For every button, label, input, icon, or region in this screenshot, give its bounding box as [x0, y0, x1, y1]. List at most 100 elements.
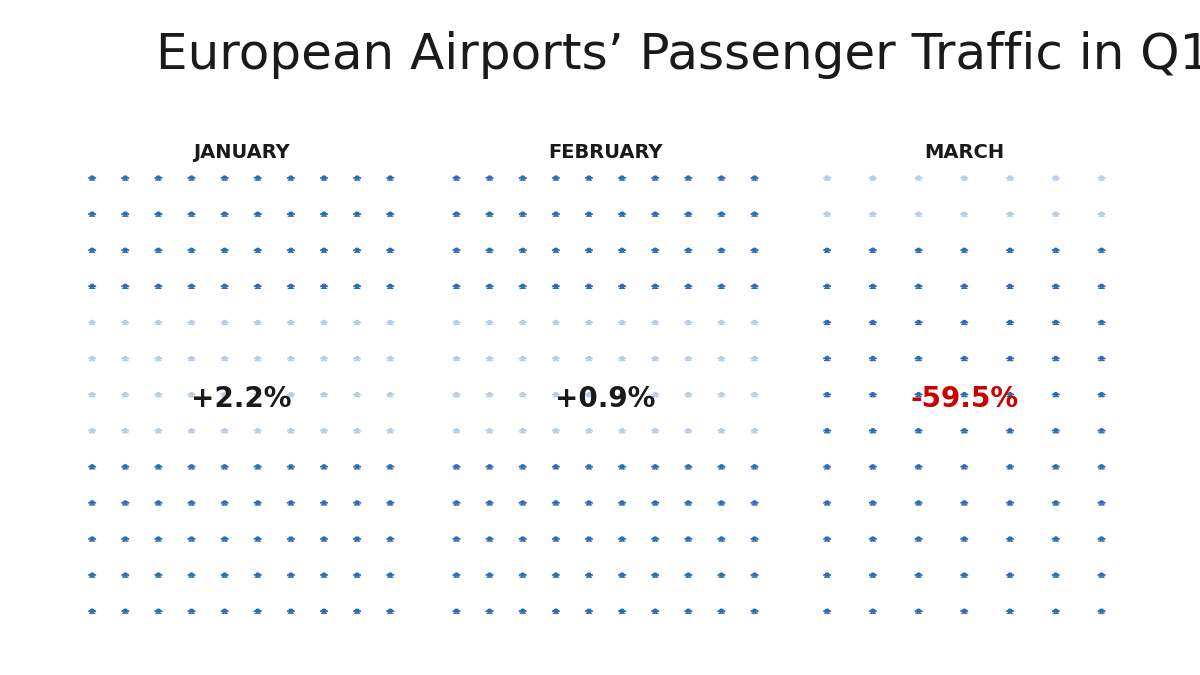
- FancyBboxPatch shape: [520, 252, 526, 253]
- FancyBboxPatch shape: [454, 324, 460, 325]
- FancyBboxPatch shape: [155, 468, 162, 470]
- FancyBboxPatch shape: [190, 321, 193, 323]
- FancyBboxPatch shape: [824, 432, 830, 433]
- FancyBboxPatch shape: [916, 360, 922, 361]
- Circle shape: [962, 573, 966, 574]
- FancyBboxPatch shape: [917, 321, 920, 323]
- FancyBboxPatch shape: [1052, 252, 1058, 253]
- Circle shape: [124, 248, 127, 250]
- Circle shape: [554, 356, 557, 358]
- FancyBboxPatch shape: [653, 285, 658, 287]
- FancyBboxPatch shape: [620, 177, 624, 179]
- Circle shape: [871, 176, 875, 178]
- FancyBboxPatch shape: [752, 394, 756, 395]
- Circle shape: [754, 610, 756, 611]
- Circle shape: [826, 321, 828, 322]
- FancyBboxPatch shape: [686, 357, 690, 359]
- FancyBboxPatch shape: [389, 285, 392, 287]
- FancyBboxPatch shape: [487, 249, 492, 251]
- Circle shape: [455, 537, 458, 539]
- Circle shape: [588, 393, 590, 394]
- FancyBboxPatch shape: [1007, 613, 1013, 614]
- Circle shape: [1055, 321, 1057, 322]
- FancyBboxPatch shape: [1099, 394, 1104, 395]
- Circle shape: [826, 429, 828, 430]
- FancyBboxPatch shape: [1099, 574, 1104, 576]
- FancyBboxPatch shape: [719, 432, 725, 433]
- FancyBboxPatch shape: [1098, 468, 1105, 470]
- FancyBboxPatch shape: [388, 288, 394, 289]
- FancyBboxPatch shape: [454, 504, 460, 506]
- FancyBboxPatch shape: [720, 177, 724, 179]
- FancyBboxPatch shape: [1007, 360, 1013, 361]
- FancyBboxPatch shape: [587, 357, 590, 359]
- FancyBboxPatch shape: [1098, 324, 1105, 325]
- FancyBboxPatch shape: [320, 215, 328, 217]
- FancyBboxPatch shape: [720, 610, 724, 612]
- FancyBboxPatch shape: [720, 285, 724, 287]
- Circle shape: [554, 321, 557, 322]
- FancyBboxPatch shape: [962, 502, 966, 504]
- FancyBboxPatch shape: [486, 324, 493, 325]
- FancyBboxPatch shape: [752, 574, 756, 576]
- Circle shape: [620, 212, 624, 213]
- Text: EUROPE: EUROPE: [64, 76, 92, 82]
- Circle shape: [1009, 248, 1012, 250]
- FancyBboxPatch shape: [620, 466, 624, 467]
- FancyBboxPatch shape: [916, 468, 922, 470]
- FancyBboxPatch shape: [751, 215, 757, 217]
- FancyBboxPatch shape: [653, 429, 658, 431]
- FancyBboxPatch shape: [1054, 249, 1057, 251]
- Circle shape: [871, 610, 875, 611]
- FancyBboxPatch shape: [652, 396, 659, 398]
- FancyBboxPatch shape: [554, 502, 558, 504]
- FancyBboxPatch shape: [254, 215, 260, 217]
- FancyBboxPatch shape: [553, 576, 559, 578]
- FancyBboxPatch shape: [521, 574, 524, 576]
- FancyBboxPatch shape: [389, 538, 392, 539]
- FancyBboxPatch shape: [223, 610, 227, 612]
- FancyBboxPatch shape: [916, 432, 922, 433]
- FancyBboxPatch shape: [824, 180, 830, 181]
- Circle shape: [588, 284, 590, 286]
- FancyBboxPatch shape: [719, 396, 725, 398]
- FancyBboxPatch shape: [917, 538, 920, 539]
- FancyBboxPatch shape: [751, 613, 757, 614]
- Circle shape: [917, 176, 920, 178]
- Circle shape: [124, 356, 127, 358]
- Circle shape: [1055, 501, 1057, 502]
- Circle shape: [871, 465, 875, 466]
- FancyBboxPatch shape: [554, 285, 558, 287]
- FancyBboxPatch shape: [752, 502, 756, 504]
- FancyBboxPatch shape: [587, 285, 590, 287]
- Circle shape: [554, 501, 557, 502]
- FancyBboxPatch shape: [962, 538, 966, 539]
- FancyBboxPatch shape: [1098, 360, 1105, 361]
- Circle shape: [871, 356, 875, 358]
- FancyBboxPatch shape: [1099, 466, 1104, 467]
- Circle shape: [289, 393, 293, 394]
- FancyBboxPatch shape: [520, 396, 526, 398]
- Circle shape: [1009, 501, 1012, 502]
- Circle shape: [686, 610, 690, 611]
- FancyBboxPatch shape: [354, 468, 360, 470]
- Circle shape: [124, 429, 127, 430]
- FancyBboxPatch shape: [751, 468, 757, 470]
- FancyBboxPatch shape: [322, 285, 326, 287]
- FancyBboxPatch shape: [752, 213, 756, 215]
- Circle shape: [754, 393, 756, 394]
- Circle shape: [588, 212, 590, 213]
- Circle shape: [257, 537, 259, 539]
- FancyBboxPatch shape: [389, 429, 392, 431]
- FancyBboxPatch shape: [223, 357, 227, 359]
- Circle shape: [91, 610, 94, 611]
- FancyBboxPatch shape: [455, 285, 458, 287]
- FancyBboxPatch shape: [686, 213, 690, 215]
- FancyBboxPatch shape: [388, 215, 394, 217]
- FancyBboxPatch shape: [355, 429, 359, 431]
- Circle shape: [355, 356, 359, 358]
- FancyBboxPatch shape: [156, 394, 161, 395]
- FancyBboxPatch shape: [870, 432, 876, 433]
- FancyBboxPatch shape: [122, 215, 128, 217]
- FancyBboxPatch shape: [961, 396, 967, 398]
